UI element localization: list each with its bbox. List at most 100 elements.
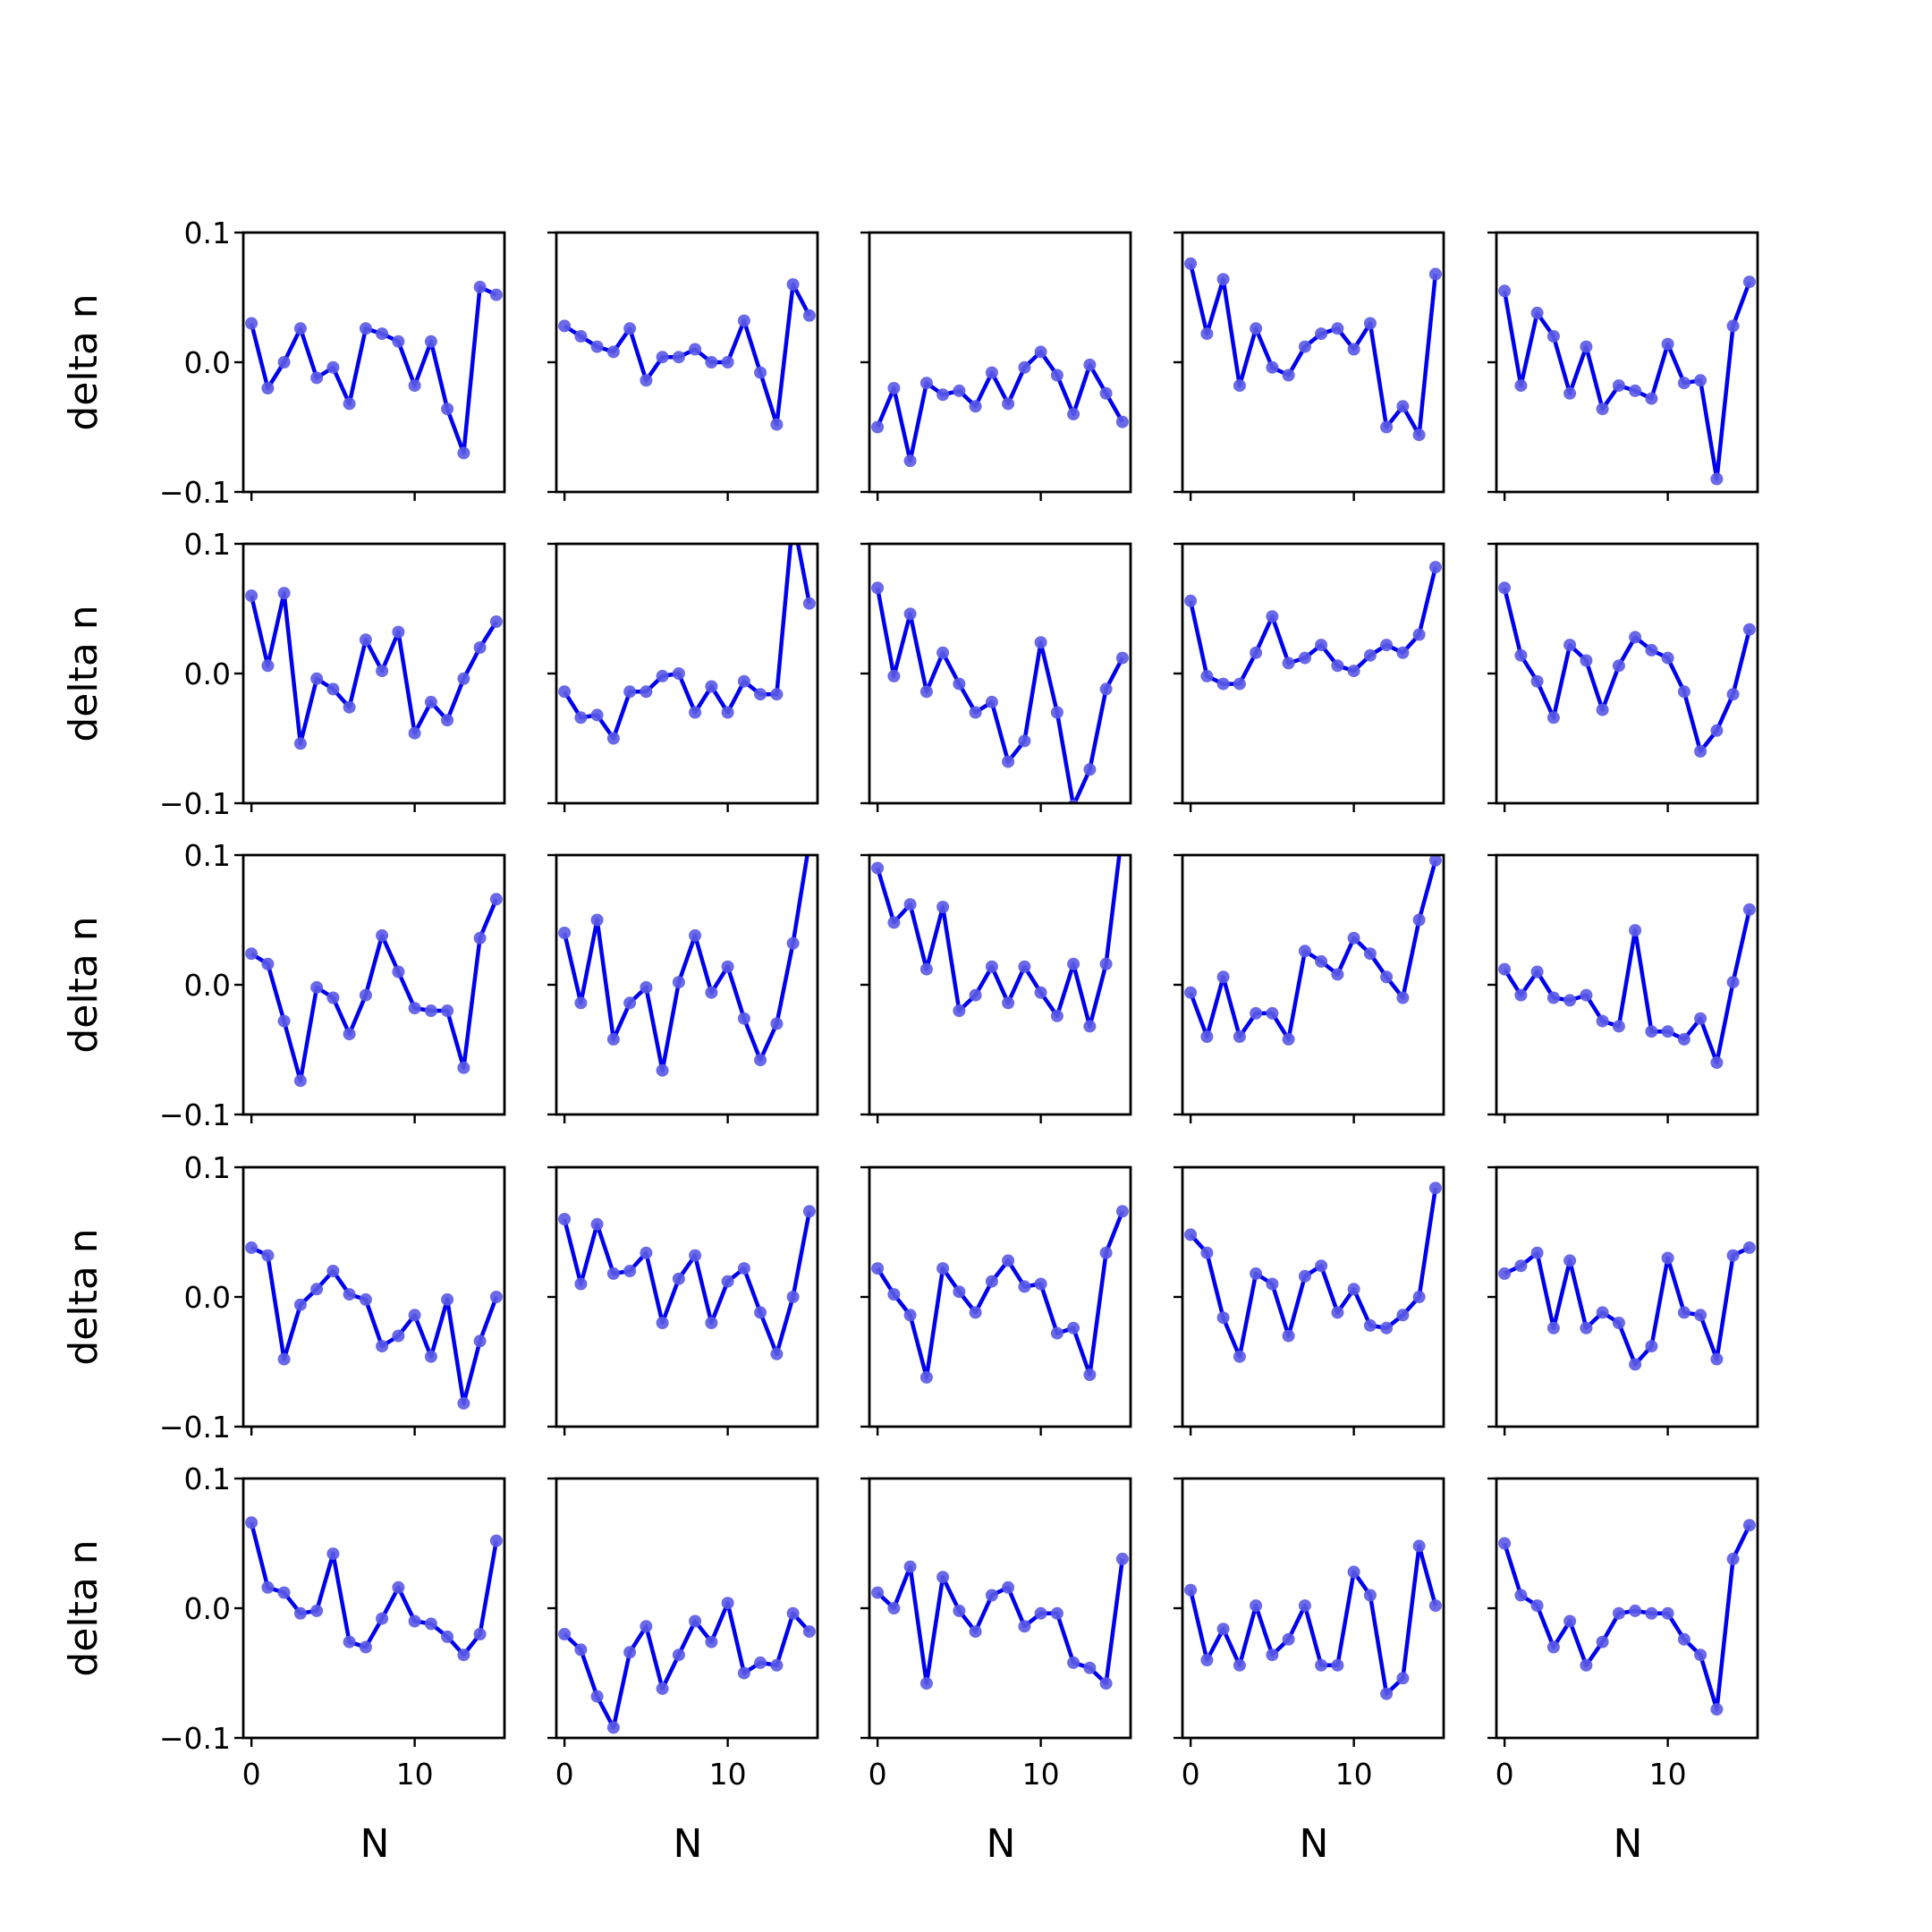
data-point xyxy=(1331,1306,1344,1319)
series-line xyxy=(875,855,1122,1029)
data-point xyxy=(1083,1661,1097,1674)
data-point xyxy=(770,688,784,701)
data-point xyxy=(887,1288,901,1301)
series-line xyxy=(875,587,1124,803)
data-point xyxy=(1546,991,1560,1004)
data-point xyxy=(1250,1599,1263,1613)
data-point xyxy=(1184,1228,1198,1241)
series-line xyxy=(249,284,497,455)
data-point xyxy=(1563,386,1577,400)
data-point xyxy=(326,360,340,374)
data-point xyxy=(623,322,637,335)
x-axis-label: N xyxy=(360,1821,390,1867)
data-point xyxy=(1363,947,1377,961)
data-point xyxy=(1347,931,1360,945)
data-point xyxy=(1347,665,1360,678)
data-point xyxy=(1742,902,1756,916)
data-point xyxy=(359,322,372,335)
data-point xyxy=(408,1002,421,1015)
subplot-r4-c3: 0 10N xyxy=(1174,1477,1445,1867)
data-point xyxy=(1200,669,1214,682)
data-point xyxy=(408,1309,421,1322)
data-point xyxy=(343,1288,356,1301)
data-point xyxy=(1530,306,1544,319)
data-point xyxy=(293,1606,307,1620)
data-point xyxy=(871,1262,885,1275)
subplot-r2-c0: 0.1 0.0 −0.1 delta n xyxy=(61,838,506,1132)
x-tick-label: 0 xyxy=(869,1757,887,1792)
data-point xyxy=(919,1677,933,1690)
data-point xyxy=(424,335,437,348)
data-point xyxy=(1099,386,1113,400)
data-point xyxy=(1083,763,1097,776)
subplot-r4-c2: 0 10N xyxy=(860,1477,1132,1867)
data-point xyxy=(1282,1329,1295,1343)
y-tick-label: −0.1 xyxy=(159,1097,231,1132)
data-point xyxy=(590,1217,604,1231)
data-point xyxy=(1050,1326,1063,1340)
data-point xyxy=(392,1329,405,1343)
data-point xyxy=(606,1032,620,1046)
data-point xyxy=(754,688,767,701)
data-point xyxy=(457,1061,470,1074)
data-point xyxy=(672,667,685,680)
data-point xyxy=(985,695,998,708)
data-point xyxy=(1710,1703,1724,1716)
data-point xyxy=(574,711,588,724)
data-point xyxy=(640,1246,653,1259)
data-point xyxy=(441,402,454,416)
series-group xyxy=(558,855,809,1077)
data-point xyxy=(590,708,604,722)
axes-frame xyxy=(242,853,506,1116)
data-point xyxy=(1412,628,1426,641)
data-point xyxy=(705,680,718,693)
data-point xyxy=(1514,648,1528,662)
data-point xyxy=(376,1340,389,1353)
data-point xyxy=(457,672,470,685)
data-point xyxy=(245,1516,258,1530)
data-point xyxy=(1546,1640,1560,1654)
series-line xyxy=(1188,263,1438,437)
data-point xyxy=(1099,1246,1113,1259)
data-point xyxy=(326,1547,340,1561)
x-tick-label: 10 xyxy=(1649,1757,1687,1792)
data-point xyxy=(558,1213,572,1225)
data-point xyxy=(326,991,340,1004)
data-point xyxy=(1216,1311,1230,1325)
series-group xyxy=(245,280,503,460)
subplot-r2-c2 xyxy=(860,853,1132,1123)
data-point xyxy=(786,936,800,950)
x-tick-label: 0 xyxy=(1496,1757,1514,1792)
data-point xyxy=(1266,1277,1279,1291)
data-point xyxy=(1067,1656,1080,1669)
data-point xyxy=(1347,1283,1360,1296)
data-point xyxy=(802,1625,816,1639)
data-point xyxy=(1580,340,1593,353)
data-point xyxy=(1115,651,1129,665)
data-point xyxy=(457,1396,470,1410)
data-point xyxy=(558,685,572,699)
series-line xyxy=(249,590,498,746)
data-point xyxy=(1629,631,1642,644)
data-point xyxy=(392,625,405,639)
data-point xyxy=(326,1265,340,1277)
data-point xyxy=(558,1628,572,1640)
y-tick-label: −0.1 xyxy=(159,475,231,510)
axes-frame xyxy=(868,1477,1132,1740)
data-point xyxy=(1661,651,1674,665)
data-point xyxy=(1645,1025,1658,1038)
data-point xyxy=(473,641,487,654)
data-point xyxy=(1546,1321,1560,1335)
data-point xyxy=(1629,1604,1642,1617)
data-point xyxy=(1546,711,1560,724)
series-line xyxy=(1189,1187,1438,1359)
axes-frame xyxy=(1181,1165,1445,1428)
data-point xyxy=(1002,996,1015,1010)
y-axis-label: delta n xyxy=(61,1228,106,1365)
data-point xyxy=(1726,1552,1740,1565)
data-point xyxy=(656,1317,669,1329)
x-tick-label: 0 xyxy=(242,1757,261,1792)
axes-frame xyxy=(1181,231,1445,494)
data-point xyxy=(473,280,487,293)
data-point xyxy=(737,314,750,327)
